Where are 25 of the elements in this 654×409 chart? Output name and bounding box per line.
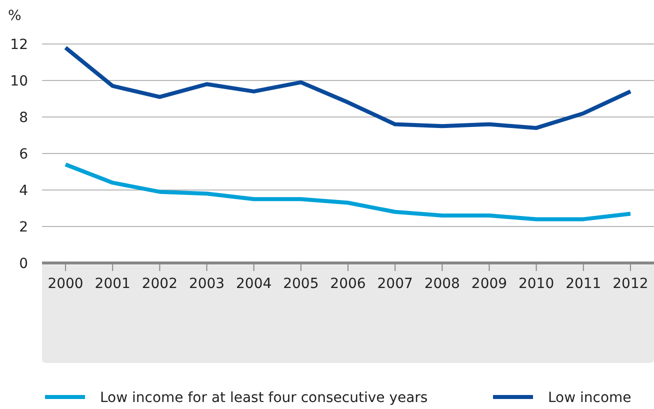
x-tick-label: 2001 (94, 276, 130, 292)
x-tick-label: 2005 (283, 276, 319, 292)
line-series (64, 162, 632, 222)
y-tick-label: 0 (19, 256, 28, 272)
x-tick-label: 2003 (188, 276, 225, 292)
y-tick-label: 6 (19, 146, 28, 162)
x-tick-label: 2008 (424, 276, 460, 292)
x-tick-label: 2007 (377, 276, 413, 292)
y-tick-label: 10 (10, 73, 28, 90)
y-tick-label: 2 (19, 219, 28, 236)
y-tick-label: 8 (19, 110, 28, 126)
y-tick-label: 4 (19, 182, 28, 199)
legend-label: Low income for at least four consecutive years (100, 390, 428, 406)
x-tick-label: 2000 (48, 276, 84, 292)
x-tick-label: 2009 (471, 276, 508, 292)
legend-label: Low income (548, 390, 632, 406)
x-tick-label: 2006 (330, 276, 366, 292)
x-tick-label: 2002 (142, 276, 178, 292)
x-tick-label: 2012 (612, 276, 648, 292)
y-axis-title: % (8, 8, 22, 24)
line-series (64, 46, 632, 130)
x-tick-label: 2011 (566, 276, 602, 292)
y-tick-label: 12 (10, 36, 28, 53)
x-tick-label: 2004 (236, 276, 272, 292)
x-tick-label: 2010 (518, 276, 554, 292)
